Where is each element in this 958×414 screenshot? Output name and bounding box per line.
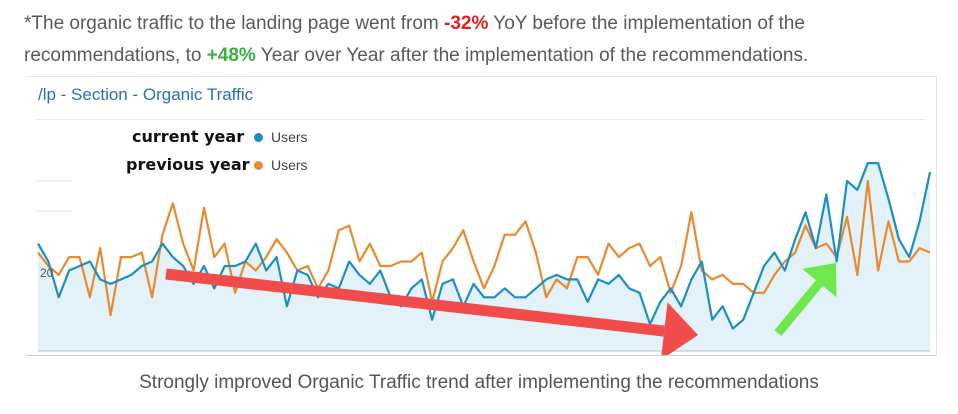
legend-item-current: Users (254, 129, 308, 145)
downtrend-arrow-shaft (165, 268, 665, 337)
downtrend-arrow (165, 268, 698, 355)
legend-dot-current-icon (254, 132, 263, 142)
legend-period-previous: previous year (126, 155, 250, 174)
current-year-area (38, 163, 930, 351)
analytics-chart-panel: /lp - Section - Organic Traffic current … (26, 76, 937, 356)
negative-yoy-value: -32% (444, 13, 489, 34)
figure-caption: Strongly improved Organic Traffic trend … (139, 372, 819, 393)
legend-metric-previous: Users (271, 157, 308, 173)
legend-item-previous: Users (254, 157, 308, 173)
intro-part-3: Year over Year after the implementation … (255, 45, 809, 66)
intro-part-2: YoY before the implementation of the rec… (24, 13, 805, 66)
legend-period-current: current year (132, 127, 245, 146)
intro-part-1: *The organic traffic to the landing page… (24, 13, 445, 34)
legend-dot-previous-icon (254, 160, 263, 170)
intro-text: *The organic traffic to the landing page… (24, 8, 944, 72)
downtrend-arrow-head (661, 302, 698, 355)
title-divider (36, 119, 926, 120)
uptrend-arrow-head (802, 263, 837, 298)
uptrend-arrow (774, 263, 837, 336)
positive-yoy-value: +48% (206, 45, 256, 66)
chart-title: /lp - Section - Organic Traffic (38, 85, 254, 104)
line-chart: 20 (36, 161, 932, 355)
legend-metric-current: Users (271, 129, 308, 145)
y-tick-label: 20 (40, 266, 54, 280)
uptrend-arrow-shaft (774, 280, 823, 336)
